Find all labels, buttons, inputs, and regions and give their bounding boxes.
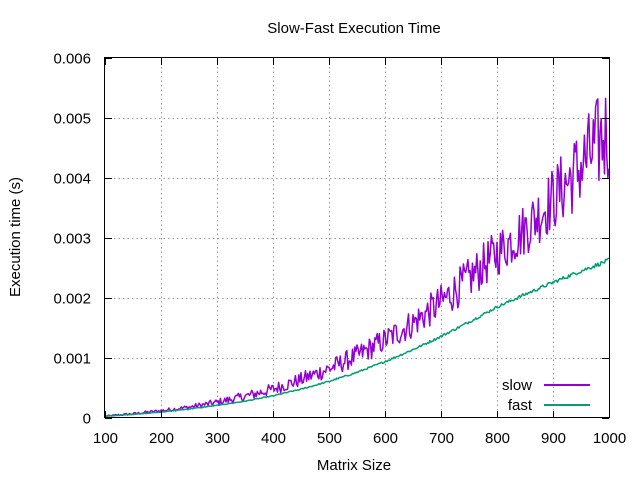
plot-frame bbox=[104, 57, 610, 418]
legend: slow fast bbox=[502, 377, 590, 414]
x-tick-label: 1000 bbox=[593, 430, 626, 447]
y-tick-label: 0.004 bbox=[53, 171, 91, 188]
series-layer bbox=[104, 97, 610, 418]
y-tick-label: 0.002 bbox=[53, 291, 91, 308]
y-tick-label: 0.001 bbox=[53, 351, 91, 368]
grid-layer bbox=[105, 58, 609, 418]
x-tick-label: 500 bbox=[317, 430, 342, 447]
x-axis-title: Matrix Size bbox=[317, 457, 391, 474]
x-tick-label: 400 bbox=[261, 430, 286, 447]
series-line-slow bbox=[104, 97, 610, 418]
y-tick-label: 0.006 bbox=[53, 51, 91, 68]
series-line-fast bbox=[104, 257, 610, 417]
y-tick-label: 0 bbox=[83, 411, 91, 428]
tick-layer: 100 200 300 400 500 600 700 800 900 1000 0 0.001 0.0… bbox=[53, 51, 626, 448]
x-tick-label: 200 bbox=[149, 430, 174, 447]
y-tick-label: 0.003 bbox=[53, 231, 91, 248]
legend-label-fast: fast bbox=[508, 397, 533, 414]
x-tick-label: 100 bbox=[93, 430, 118, 447]
y-axis-title: Execution time (s) bbox=[7, 177, 24, 297]
x-tick-label: 600 bbox=[373, 430, 398, 447]
x-tick-label: 300 bbox=[205, 430, 230, 447]
chart-title: Slow-Fast Execution Time bbox=[267, 20, 440, 37]
x-tick-label: 900 bbox=[541, 430, 566, 447]
x-tick-label: 700 bbox=[429, 430, 454, 447]
x-tick-label: 800 bbox=[485, 430, 510, 447]
y-tick-label: 0.005 bbox=[53, 111, 91, 128]
legend-label-slow: slow bbox=[502, 377, 532, 394]
